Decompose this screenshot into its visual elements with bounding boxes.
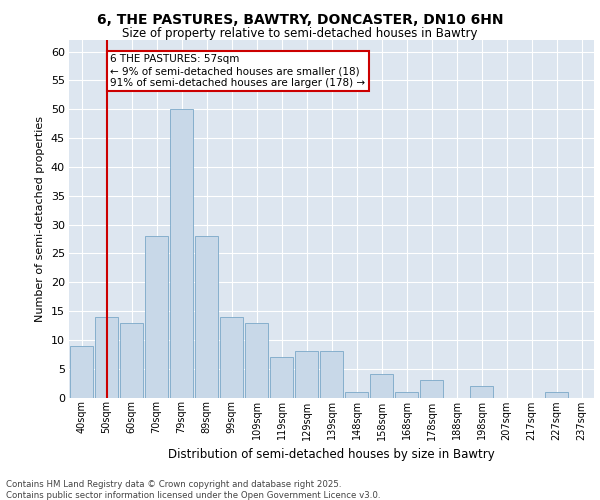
X-axis label: Distribution of semi-detached houses by size in Bawtry: Distribution of semi-detached houses by …: [168, 448, 495, 461]
Bar: [270, 357, 293, 398]
Bar: [395, 392, 418, 398]
Bar: [345, 392, 368, 398]
Bar: [245, 322, 268, 398]
Bar: [420, 380, 443, 398]
Bar: [220, 317, 243, 398]
Text: 6, THE PASTURES, BAWTRY, DONCASTER, DN10 6HN: 6, THE PASTURES, BAWTRY, DONCASTER, DN10…: [97, 12, 503, 26]
Text: Size of property relative to semi-detached houses in Bawtry: Size of property relative to semi-detach…: [122, 28, 478, 40]
Bar: [170, 109, 193, 398]
Bar: [95, 317, 118, 398]
Bar: [120, 322, 143, 398]
Bar: [195, 236, 218, 398]
Y-axis label: Number of semi-detached properties: Number of semi-detached properties: [35, 116, 45, 322]
Bar: [370, 374, 393, 398]
Bar: [470, 386, 493, 398]
Bar: [145, 236, 168, 398]
Bar: [545, 392, 568, 398]
Bar: [70, 346, 93, 398]
Text: Contains HM Land Registry data © Crown copyright and database right 2025.
Contai: Contains HM Land Registry data © Crown c…: [6, 480, 380, 500]
Bar: [295, 352, 318, 398]
Text: 6 THE PASTURES: 57sqm
← 9% of semi-detached houses are smaller (18)
91% of semi-: 6 THE PASTURES: 57sqm ← 9% of semi-detac…: [110, 54, 365, 88]
Bar: [320, 352, 343, 398]
